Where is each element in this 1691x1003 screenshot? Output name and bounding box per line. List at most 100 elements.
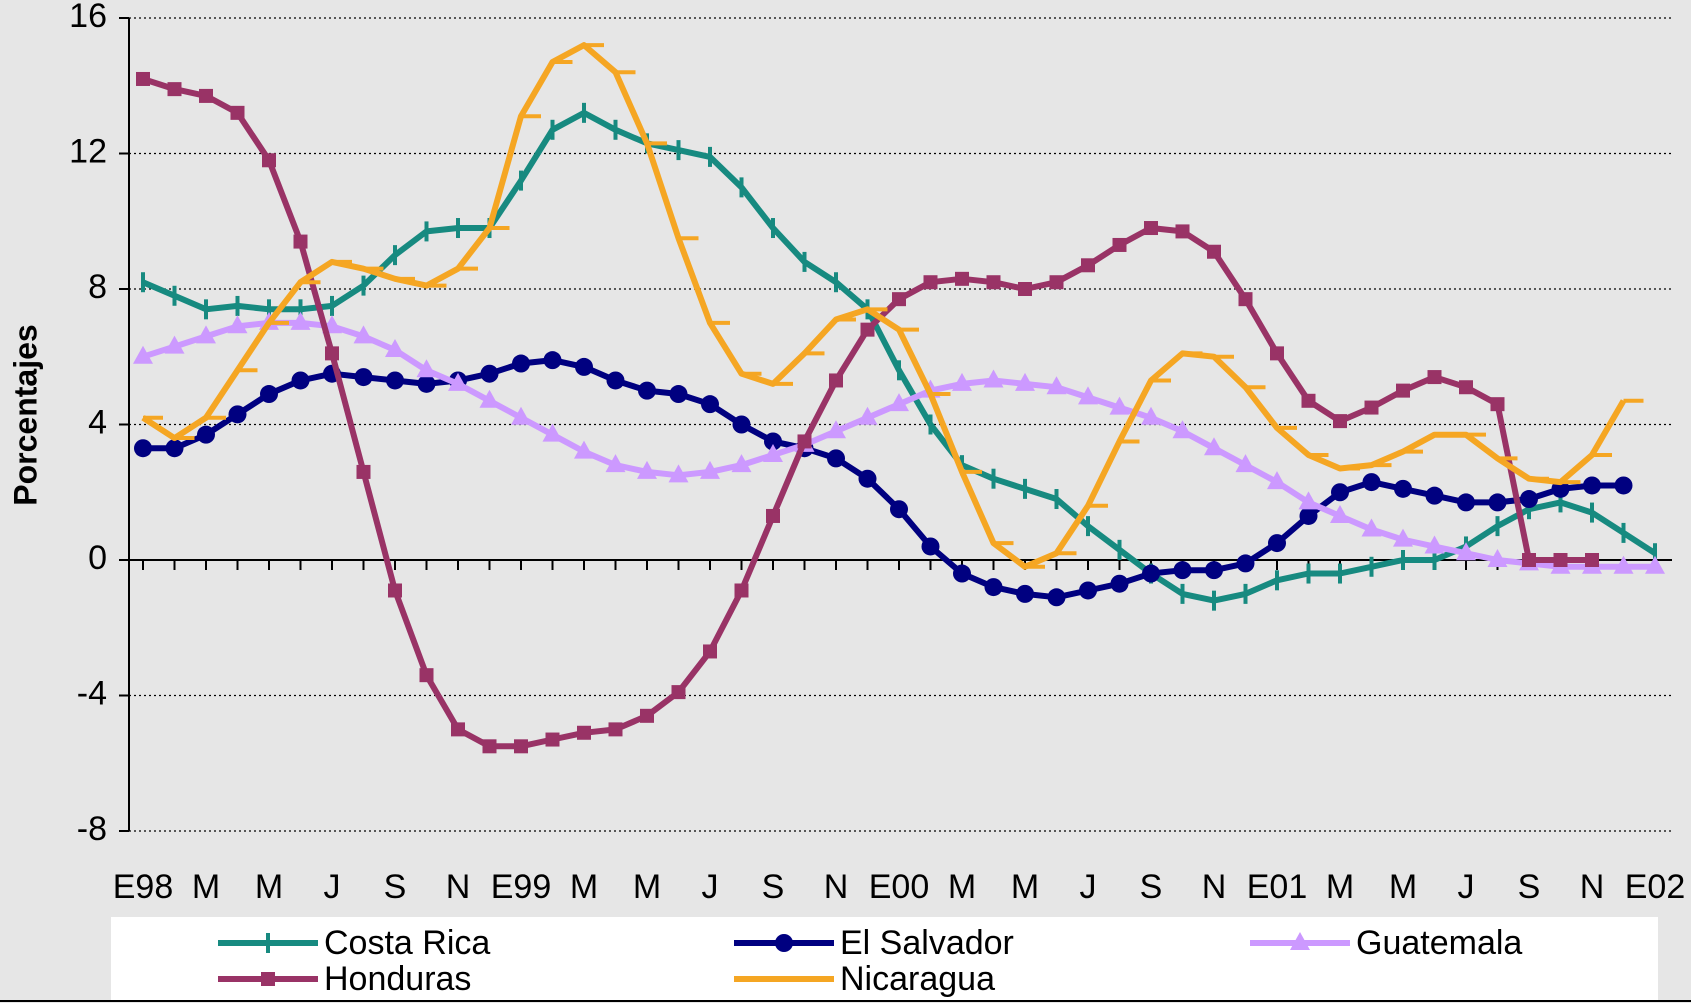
marker [1583,476,1601,495]
marker [703,644,717,659]
x-tick-label: N [446,868,471,906]
marker [890,500,908,519]
marker [134,439,152,458]
x-tick-label: E99 [491,868,552,906]
legend-label: Honduras [324,960,471,998]
marker [1172,420,1193,439]
marker [228,405,247,424]
marker [669,385,688,404]
marker [290,311,311,330]
legend-label: El Salvador [840,924,1014,962]
x-tick-label: E01 [1247,868,1308,906]
marker [511,406,531,425]
marker [1490,397,1505,412]
marker [1016,584,1034,603]
marker [514,739,528,754]
marker [1173,561,1192,580]
series-line [141,42,1627,570]
y-tick-label: -8 [77,810,107,848]
x-tick-label: M [633,868,661,906]
marker [605,454,626,473]
marker [797,434,812,449]
marker [136,71,150,86]
marker [133,345,153,364]
marker [1299,506,1318,525]
y-tick-label: 8 [88,268,107,306]
x-tick-label: J [324,868,341,906]
marker [763,443,783,462]
y-axis-label: Porcentajes [7,324,43,505]
marker [1522,553,1536,567]
marker [1393,528,1413,547]
x-tick-label: E02 [1625,868,1686,906]
marker [419,668,434,683]
x-tick-label: M [255,868,283,906]
marker [701,395,719,414]
marker [574,440,594,459]
x-tick-label: J [702,868,719,906]
marker [1459,380,1473,395]
marker [416,359,437,378]
marker [1204,437,1224,456]
x-tick-label: E98 [113,868,174,906]
marker [1112,237,1127,252]
x-tick-label: M [570,868,598,906]
marker [858,469,877,488]
marker [1424,535,1445,554]
y-tick-label: 4 [88,403,107,441]
marker [734,583,749,598]
marker [542,423,563,442]
marker [1613,555,1634,574]
marker [829,373,843,388]
marker [197,425,215,444]
marker [227,315,248,334]
marker [543,351,562,370]
x-tick-label: N [824,868,849,906]
x-tick-label: J [1080,868,1097,906]
marker [545,732,560,747]
marker [262,153,276,168]
marker [575,357,593,376]
marker [385,338,405,357]
marker [482,739,497,754]
marker [1236,554,1255,573]
marker [1553,553,1568,567]
marker [165,439,184,458]
y-tick-label: 0 [88,539,107,577]
marker [1457,493,1475,512]
marker [1427,370,1442,385]
marker [1487,549,1508,567]
marker [1079,581,1097,600]
marker [1298,491,1319,510]
marker [1142,564,1160,583]
marker [1333,414,1347,429]
marker [827,449,845,468]
marker [1141,406,1161,425]
marker [1207,244,1221,259]
x-tick-label: M [1011,868,1039,906]
marker [480,364,499,383]
marker [512,354,530,373]
marker [1109,396,1130,415]
marker [451,722,465,737]
marker [1364,400,1379,415]
marker [731,454,752,473]
legend-label: Costa Rica [324,924,490,962]
x-tick-label: S [1518,868,1541,906]
marker [983,369,1004,388]
marker [1081,258,1095,273]
marker [1175,224,1190,239]
marker [608,722,623,737]
marker [167,82,182,97]
marker [1585,553,1599,567]
marker [1267,471,1287,490]
marker [1330,504,1350,523]
marker [1046,376,1067,395]
marker [386,371,404,390]
marker [1331,483,1349,502]
marker [1362,473,1381,492]
marker [230,105,245,120]
y-tick-label: 12 [69,132,107,170]
